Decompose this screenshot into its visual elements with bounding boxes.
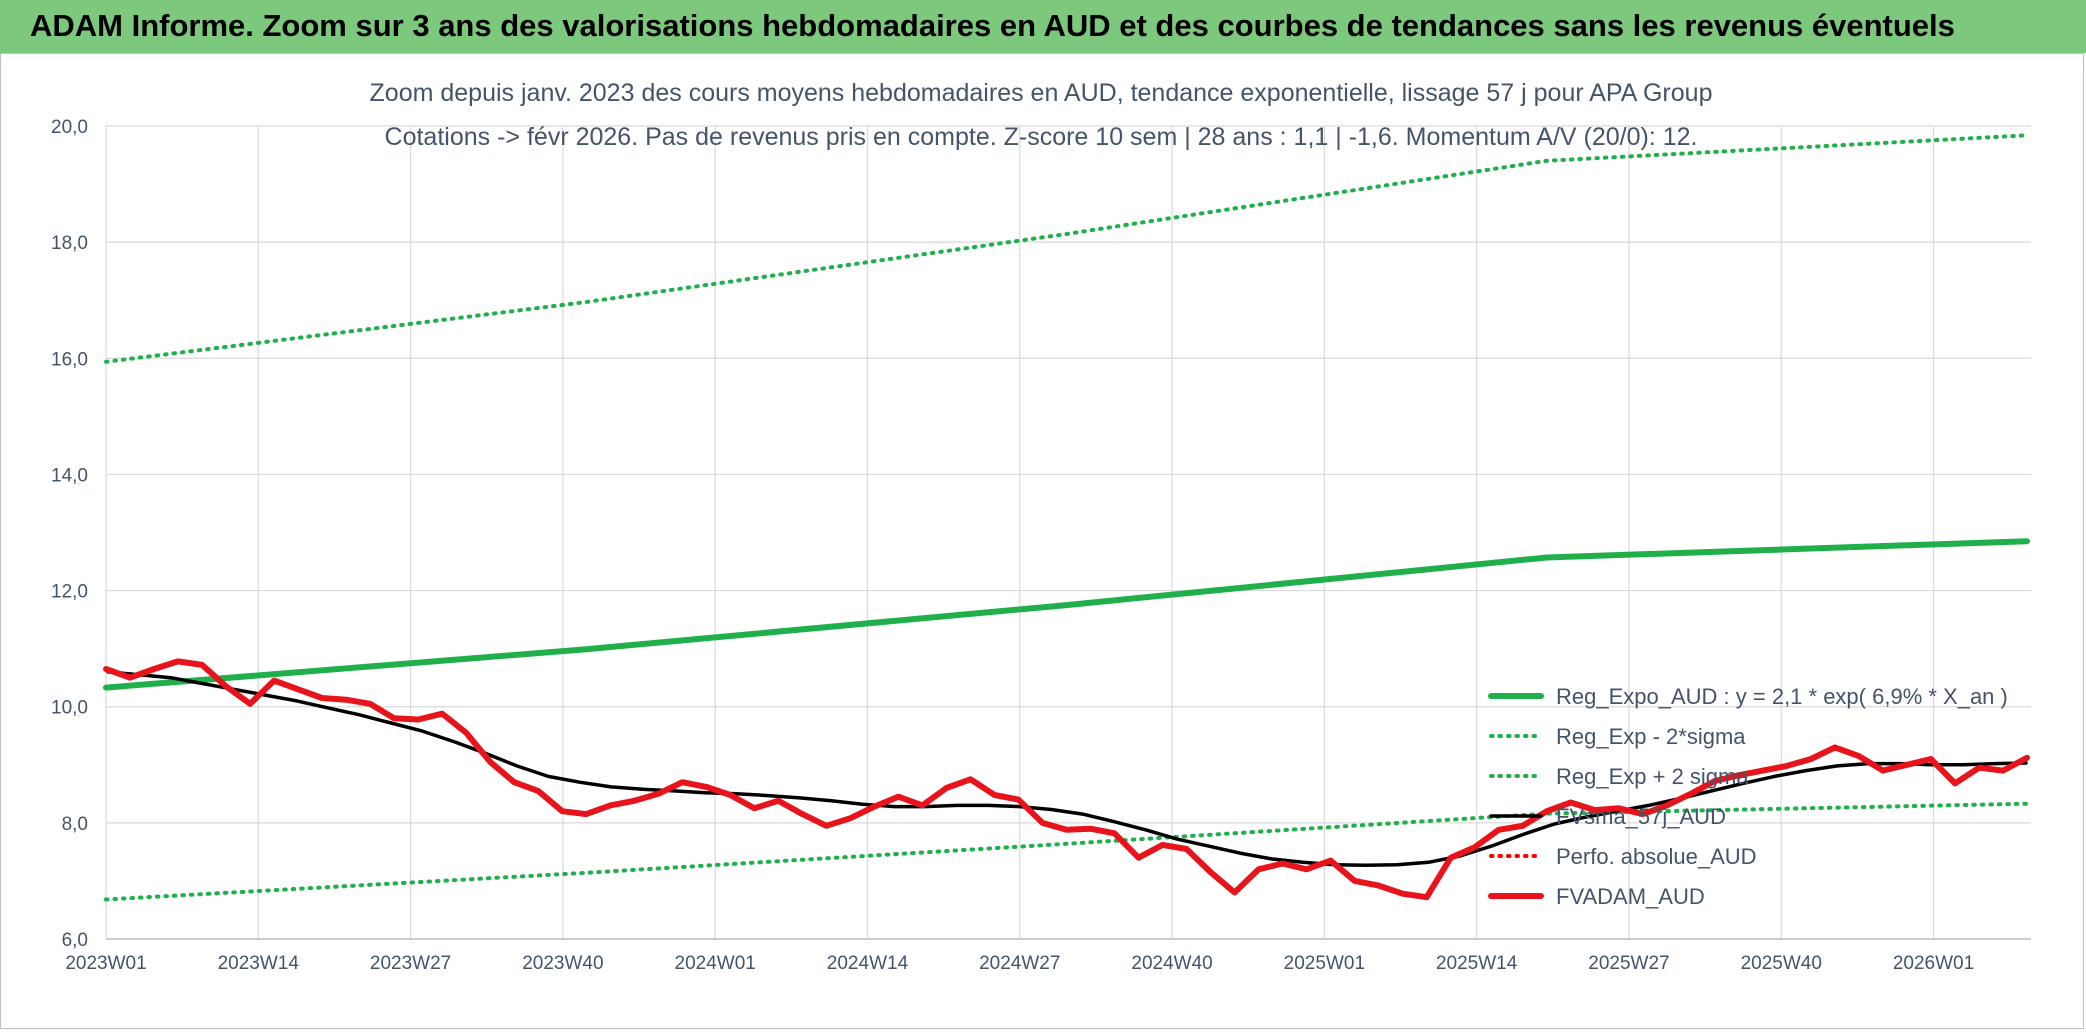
y-tick-label: 12,0 [51, 582, 88, 603]
line-chart: 6,08,010,012,014,016,018,020,0 2023W01 20… [51, 79, 2031, 974]
x-tick-label: 2025W27 [1588, 953, 1669, 974]
chart-frame: 6,0 8,0 10,0 12,0 14,0 16,0 18,0 20,0 2023W01 20… [0, 53, 2084, 1029]
x-tick-label: 2023W27 [370, 953, 451, 974]
chart-title: Zoom depuis janv. 2023 des cours moyens … [370, 79, 1713, 107]
chart-legend: Reg_Expo_AUD : y = 2,1 * exp( 6,9% * X_a… [1488, 684, 2008, 909]
x-tick-label: 2025W14 [1436, 953, 1518, 974]
chart-series [103, 133, 2030, 902]
chart-subtitle: Cotations -> févr 2026. Pas de revenus p… [385, 123, 1698, 151]
chart-grid [105, 125, 2031, 940]
y-tick-label: 6,0 [62, 930, 88, 951]
legend-label: Perfo. absolue_AUD [1556, 844, 1757, 869]
x-tick-label: 2023W40 [522, 953, 603, 974]
legend-label: Reg_Expo_AUD : y = 2,1 * exp( 6,9% * X_a… [1556, 684, 2008, 709]
x-axis-ticks: 2023W01 2023W14 2023W27 2023W40 2024W01 2024W… [65, 953, 1974, 974]
x-tick-label: 2025W40 [1741, 953, 1822, 974]
legend-label: Reg_Exp + 2 sigma [1556, 764, 1749, 789]
x-tick-label: 2023W01 [65, 953, 146, 974]
series-line-5 [103, 658, 2030, 901]
y-tick-label: 18,0 [51, 233, 88, 254]
x-tick-label: 2025W01 [1284, 953, 1365, 974]
y-tick-label: 8,0 [62, 814, 88, 835]
y-tick-label: 20,0 [51, 117, 88, 138]
series-line-1 [104, 801, 2029, 902]
x-tick-label: 2024W01 [675, 953, 756, 974]
y-tick-label: 16,0 [51, 349, 88, 370]
x-tick-label: 2024W40 [1131, 953, 1212, 974]
report-banner: ADAM Informe. Zoom sur 3 ans des valoris… [0, 0, 2086, 53]
legend-label: Reg_Exp - 2*sigma [1556, 724, 1746, 749]
series-line-0 [103, 538, 2030, 691]
y-axis-ticks: 6,0 8,0 10,0 12,0 14,0 16,0 18,0 20,0 [51, 117, 88, 951]
legend-label: FVADAM_AUD [1556, 884, 1705, 909]
series-line-2 [104, 133, 2029, 364]
x-tick-label: 2024W14 [827, 953, 909, 974]
x-tick-label: 2024W27 [979, 953, 1060, 974]
x-tick-label: 2023W14 [218, 953, 300, 974]
y-tick-label: 10,0 [51, 698, 88, 719]
series-line-3 [106, 670, 2028, 867]
report-title: ADAM Informe. Zoom sur 3 ans des valoris… [30, 8, 1955, 43]
legend-label: FVsma_57j_AUD [1556, 804, 1726, 829]
x-tick-label: 2026W01 [1893, 953, 1974, 974]
y-tick-label: 14,0 [51, 465, 88, 486]
